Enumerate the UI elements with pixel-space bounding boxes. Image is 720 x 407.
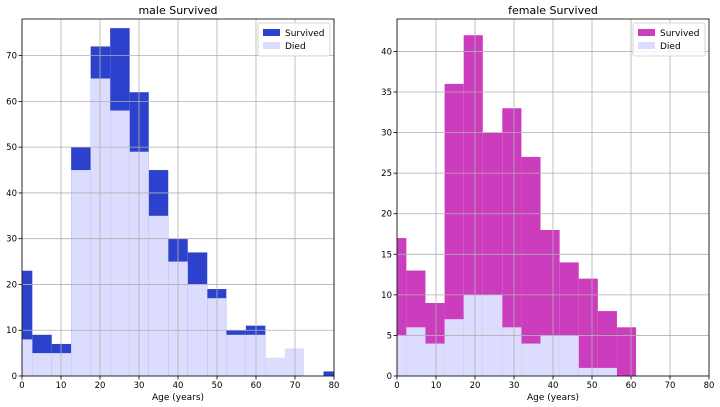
left-x-axis-label: Age (years): [152, 393, 204, 403]
right-bar-died-2: [425, 343, 445, 376]
left-bar-died-11: [226, 334, 246, 376]
left-bar-died-1: [32, 353, 52, 376]
left-x-tick-label-8: 80: [329, 381, 340, 391]
right-bar-survived-0: [397, 238, 407, 376]
left-bar-died-7: [148, 215, 169, 376]
left-y-tick-label-0: 0: [12, 372, 17, 382]
right-y-tick-label-6: 30: [381, 129, 392, 139]
right-series-died: [397, 294, 617, 376]
left-y-tick-label-1: 10: [6, 326, 17, 336]
right-legend-swatch-1: [638, 42, 655, 49]
left-legend-swatch-0: [263, 29, 280, 36]
right-x-tick-label-6: 60: [626, 381, 637, 391]
right-y-tick-label-8: 40: [381, 47, 392, 57]
right-y-tick-label-4: 20: [381, 210, 392, 220]
right-bar-survived-12: [616, 327, 637, 376]
right-y-tick-label-2: 10: [381, 291, 392, 301]
left-legend-swatch-1: [263, 42, 280, 49]
left-x-tick-label-0: 0: [19, 381, 24, 391]
right-panel: female Survived 0 10 20 30 40 50 60 70 80 0 5 10 15 2…: [381, 4, 714, 403]
right-legend-label-0: Survived: [660, 29, 700, 39]
left-bar-survived-16: [323, 371, 334, 376]
left-bar-died-5: [110, 110, 130, 377]
left-y-tick-label-3: 30: [6, 235, 17, 245]
left-plot-area: 0 10 20 30 40 50 60 70 80 0 10 20 30 40 50 60 70 Survived…: [6, 18, 340, 391]
right-chart-title: female Survived: [508, 4, 598, 17]
left-y-tick-label-2: 20: [6, 280, 17, 290]
right-legend-swatch-0: [638, 29, 655, 36]
right-y-tick-label-5: 25: [381, 169, 392, 179]
right-x-tick-label-2: 20: [470, 381, 481, 391]
right-bar-survived-6: [502, 108, 522, 376]
right-bar-died-0: [397, 335, 407, 376]
left-y-tick-label-6: 60: [6, 97, 17, 107]
right-bar-survived-11: [597, 311, 617, 376]
right-bar-survived-7: [521, 156, 541, 376]
left-panel: male Survived 0 10 20 30 40 50 60 70 80 0 10 20 30 40…: [6, 4, 339, 403]
left-x-tick-label-3: 30: [134, 381, 145, 391]
right-x-tick-label-3: 30: [509, 381, 520, 391]
right-bar-died-11: [597, 367, 617, 376]
left-y-tick-label-5: 50: [6, 143, 17, 153]
right-bar-died-10: [578, 367, 598, 376]
left-y-tick-label-4: 40: [6, 189, 17, 199]
right-bar-died-9: [559, 335, 579, 376]
left-x-tick-label-7: 70: [290, 381, 301, 391]
right-legend: Survived Died: [632, 22, 706, 57]
right-x-tick-label-8: 80: [704, 381, 715, 391]
left-x-tick-label-6: 60: [251, 381, 262, 391]
right-legend-label-1: Died: [660, 42, 681, 52]
right-x-tick-label-7: 70: [665, 381, 676, 391]
left-chart-title: male Survived: [138, 4, 217, 17]
left-x-tick-label-1: 10: [56, 381, 67, 391]
left-bar-survived-0: [22, 270, 33, 376]
right-bar-died-8: [540, 335, 560, 376]
left-bar-died-3: [71, 170, 91, 376]
left-legend: Survived Died: [257, 22, 331, 57]
left-x-tick-label-2: 20: [95, 381, 106, 391]
right-bar-died-3: [444, 319, 464, 376]
right-y-tick-label-0: 0: [387, 372, 392, 382]
right-x-tick-label-5: 50: [587, 381, 598, 391]
right-bar-survived-4: [463, 35, 483, 377]
left-bar-died-13: [265, 357, 285, 376]
right-y-tick-label-3: 15: [381, 250, 392, 260]
right-y-tick-label-1: 5: [387, 331, 392, 341]
right-bar-died-6: [502, 327, 522, 376]
left-x-tick-label-4: 40: [173, 381, 184, 391]
left-bar-died-14: [284, 348, 304, 376]
left-y-tick-label-7: 70: [6, 52, 17, 62]
right-plot-area: 0 10 20 30 40 50 60 70 80 0 5 10 15 20 25 30 35 40 Survive…: [381, 18, 715, 391]
right-y-tick-label-7: 35: [381, 88, 392, 98]
right-bar-died-1: [406, 327, 426, 376]
left-legend-label-1: Died: [285, 42, 306, 52]
left-bar-died-0: [22, 339, 33, 376]
right-x-tick-label-4: 40: [548, 381, 559, 391]
right-bar-survived-3: [444, 83, 464, 376]
right-bar-survived-10: [578, 278, 598, 376]
right-x-tick-label-1: 10: [431, 381, 442, 391]
left-x-tick-label-5: 50: [212, 381, 223, 391]
right-x-tick-label-0: 0: [394, 381, 399, 391]
right-x-axis-label: Age (years): [527, 393, 579, 403]
left-bar-died-2: [51, 353, 72, 376]
right-series-survived: [397, 35, 637, 377]
left-grid: [21, 19, 335, 377]
left-legend-label-0: Survived: [285, 29, 325, 39]
right-bar-died-7: [521, 343, 541, 376]
